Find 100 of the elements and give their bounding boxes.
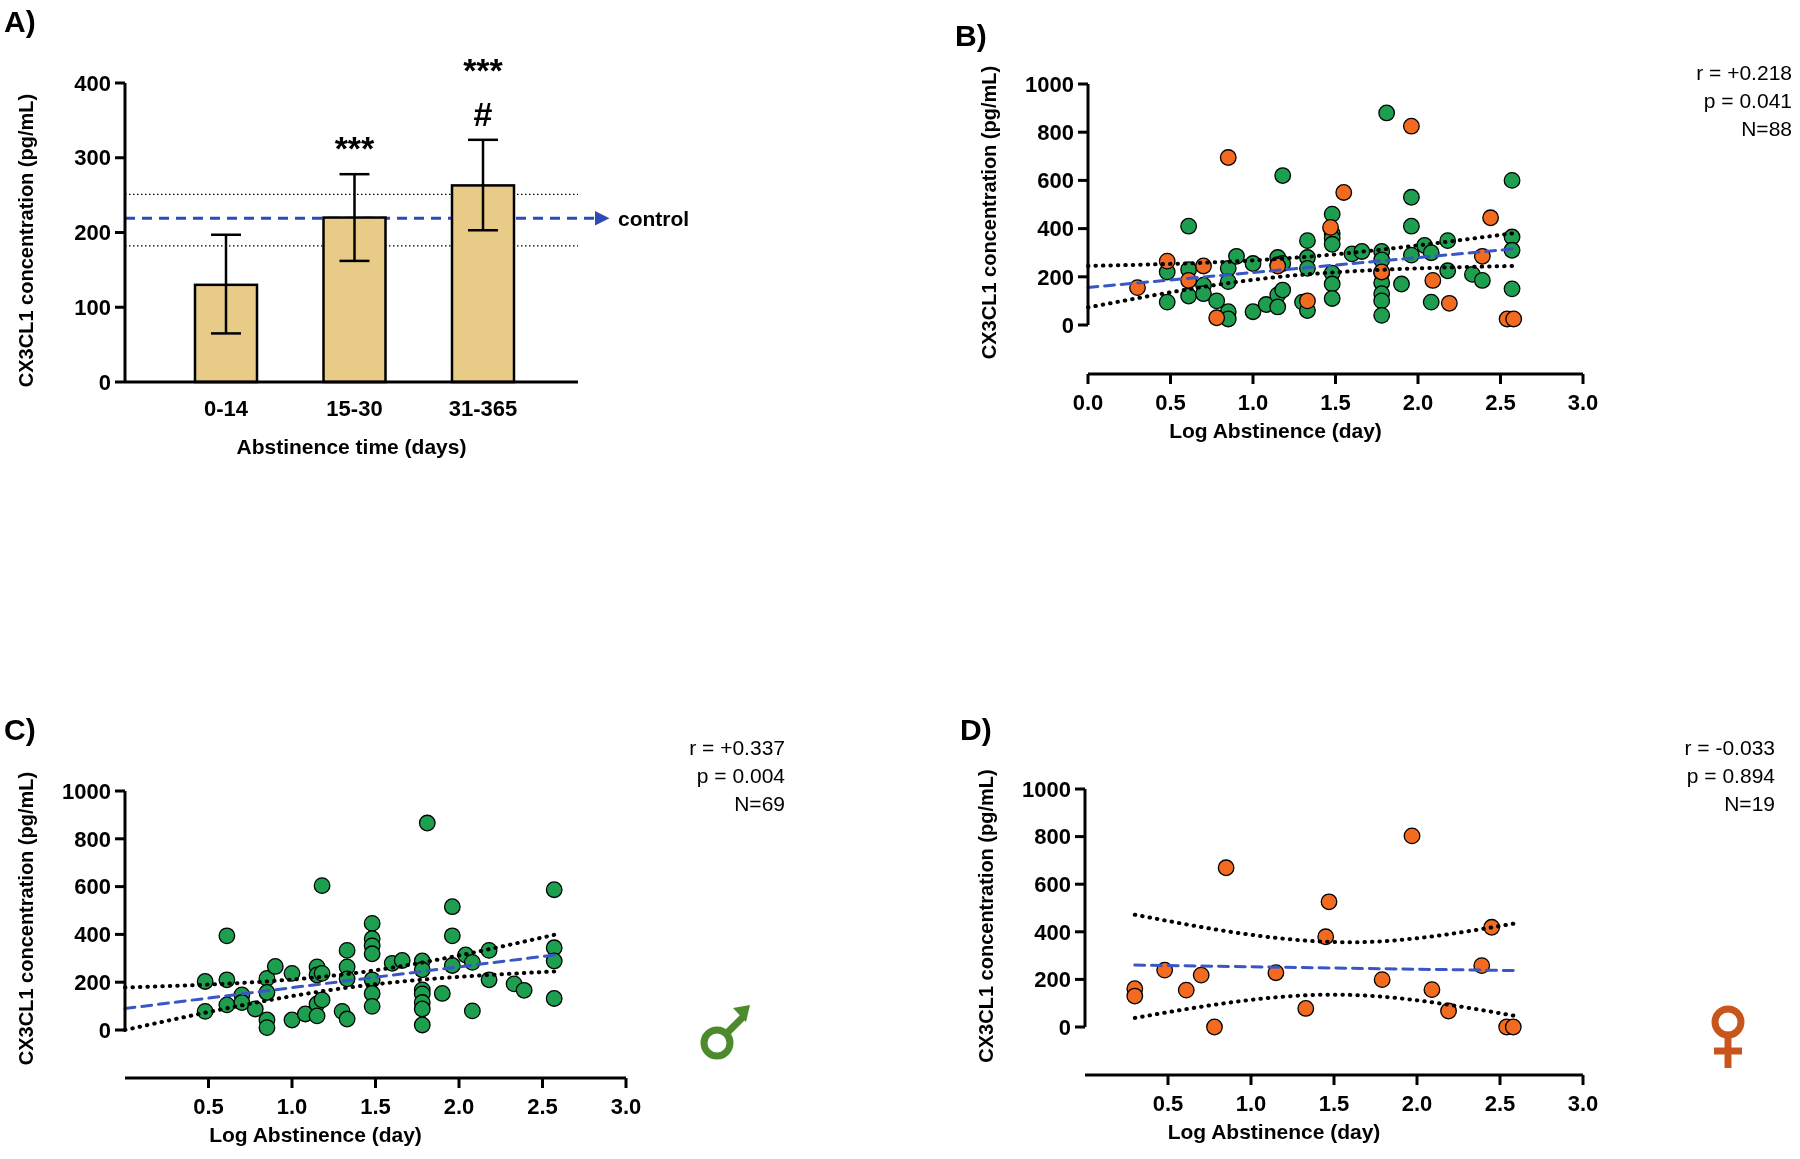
point xyxy=(1320,893,1338,911)
point xyxy=(266,958,284,975)
point xyxy=(1440,294,1458,312)
chart-title: B) xyxy=(955,19,987,52)
point xyxy=(1482,209,1500,227)
point xyxy=(1373,306,1391,324)
x-tick-label: 2.5 xyxy=(1484,1091,1516,1116)
point xyxy=(1206,1018,1223,1036)
y-tick-label: 0 xyxy=(98,1017,111,1043)
y-axis-title: CX3CL1 concentration (pg/mL) xyxy=(15,93,37,388)
point xyxy=(1503,280,1521,298)
point xyxy=(443,898,461,916)
x-tick-label: 1.0 xyxy=(1237,390,1269,415)
x-tick-label: 2.5 xyxy=(1485,390,1516,415)
y-tick-label: 600 xyxy=(74,874,111,900)
x-tick-label: 1.5 xyxy=(360,1094,391,1119)
point xyxy=(413,1016,431,1034)
point xyxy=(1299,292,1316,310)
y-tick-label: 0 xyxy=(1058,1014,1071,1040)
point xyxy=(1378,104,1396,122)
point xyxy=(1503,171,1521,189)
annotation: *** xyxy=(463,50,504,89)
y-tick-label: 200 xyxy=(1037,264,1074,290)
text: p = 0.894 xyxy=(1686,764,1776,787)
text: N=69 xyxy=(734,792,785,815)
x-tick-label: 0-14 xyxy=(203,396,249,421)
point xyxy=(1158,293,1176,311)
point xyxy=(313,877,331,895)
x-tick-label: 3.0 xyxy=(610,1094,642,1119)
chart-title: D) xyxy=(960,713,992,746)
y-tick-label: 400 xyxy=(1037,216,1074,242)
point xyxy=(1323,235,1341,253)
y-tick-label: 400 xyxy=(74,922,111,948)
point xyxy=(1244,303,1262,321)
x-tick-label: 3.0 xyxy=(1567,1091,1599,1116)
point xyxy=(1373,971,1391,989)
point xyxy=(433,985,451,1002)
point xyxy=(313,991,331,1009)
point xyxy=(1473,272,1491,289)
point xyxy=(1424,272,1442,289)
ref-line-label: control xyxy=(618,206,690,230)
point xyxy=(1402,188,1420,206)
point xyxy=(1505,310,1523,328)
point xyxy=(1422,293,1440,311)
y-tick-label: 600 xyxy=(1034,871,1071,897)
y-tick-label: 200 xyxy=(74,220,111,246)
point xyxy=(363,997,381,1015)
y-tick-label: 300 xyxy=(74,145,111,171)
point xyxy=(1423,981,1441,999)
point xyxy=(1403,827,1421,845)
annotation: *** xyxy=(334,129,376,168)
point xyxy=(1322,218,1339,236)
y-axis-title: CX3CL1 concentration (pg/mL) xyxy=(975,769,997,1063)
point xyxy=(338,1010,356,1028)
y-tick-label: 0 xyxy=(98,369,111,395)
y-axis-title: CX3CL1 concentration (pg/mL) xyxy=(978,65,1000,360)
text: r = -0.033 xyxy=(1684,736,1775,759)
x-tick-label: 0.5 xyxy=(1152,1091,1184,1116)
point xyxy=(1393,275,1410,293)
x-tick-label: 3.0 xyxy=(1567,390,1599,415)
point xyxy=(218,927,236,945)
y-tick-label: 600 xyxy=(1037,168,1074,194)
x-tick-label: 2.0 xyxy=(1402,390,1434,415)
point xyxy=(1126,987,1144,1005)
point xyxy=(363,914,381,932)
text: r = +0.337 xyxy=(689,736,785,759)
point xyxy=(283,1011,301,1029)
y-tick-label: 200 xyxy=(74,969,111,995)
x-axis-title: Log Abstinence (day) xyxy=(1169,419,1382,442)
point xyxy=(463,1002,481,1020)
x-tick-label: 31-365 xyxy=(448,396,518,421)
text: p = 0.041 xyxy=(1703,89,1792,112)
point xyxy=(418,814,436,832)
point xyxy=(1323,275,1341,293)
x-tick-label: 1.5 xyxy=(1318,1091,1350,1116)
x-tick-label: 1.0 xyxy=(276,1094,308,1119)
x-tick-label: 0.5 xyxy=(1155,390,1186,415)
point xyxy=(1402,117,1420,135)
x-tick-label: 1.5 xyxy=(1320,390,1351,415)
y-tick-label: 1000 xyxy=(62,778,111,804)
point xyxy=(545,990,563,1007)
point xyxy=(1297,1000,1315,1017)
y-tick-label: 800 xyxy=(1034,824,1071,850)
y-tick-label: 800 xyxy=(74,826,111,852)
x-tick-label: 2.5 xyxy=(527,1094,558,1119)
point xyxy=(413,1000,431,1018)
y-tick-label: 800 xyxy=(1037,119,1074,145)
point xyxy=(1180,217,1198,235)
text: p = 0.004 xyxy=(696,764,786,787)
point xyxy=(1274,167,1292,184)
x-tick-label: 0.5 xyxy=(193,1094,224,1119)
point xyxy=(1217,859,1235,877)
x-axis-title: Log Abstinence (day) xyxy=(209,1123,422,1146)
point xyxy=(1208,292,1226,310)
point xyxy=(443,927,461,945)
y-tick-label: 1000 xyxy=(1025,71,1074,97)
x-tick-label: 1.0 xyxy=(1235,1091,1267,1116)
annotation: # xyxy=(473,94,493,133)
text: r = +0.218 xyxy=(1696,61,1792,84)
x-axis-title: Abstinence time (days) xyxy=(236,435,467,458)
